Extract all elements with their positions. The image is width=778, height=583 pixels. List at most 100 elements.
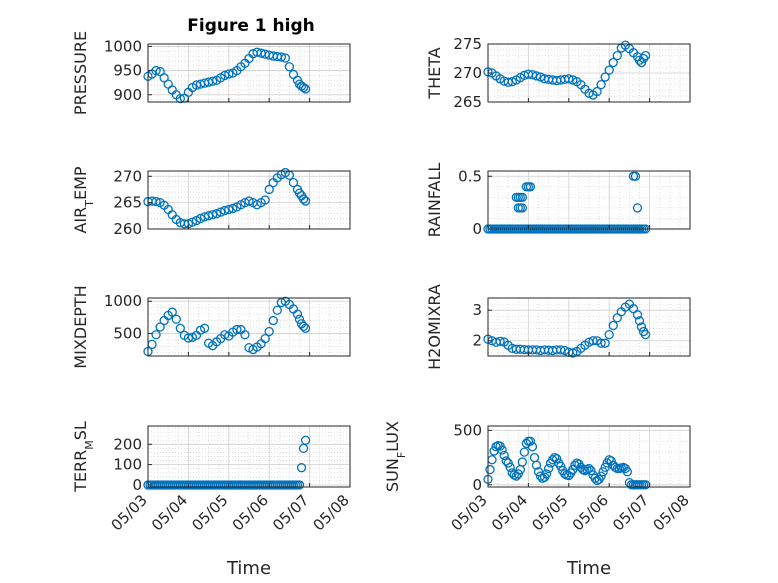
data-point (592, 86, 602, 97)
data-point (499, 450, 509, 461)
data-point (495, 336, 505, 346)
data-point (636, 322, 647, 332)
y-tick-label: 100 (113, 456, 142, 474)
data-point (630, 171, 641, 181)
axes-h2omixra: 2 3 H2OMIXRA (425, 284, 691, 370)
data-point (228, 203, 238, 214)
marks-pressure (143, 47, 311, 104)
data-point (586, 466, 596, 476)
axes-rainfall: 0 0.5 RAINFALL (425, 163, 691, 238)
x-tick-label: 05/07 (609, 491, 652, 534)
data-point (556, 461, 566, 471)
marks-mixdepth (143, 296, 311, 357)
data-point (505, 462, 515, 473)
data-point (294, 314, 305, 324)
data-point (552, 454, 562, 464)
data-point (517, 203, 527, 213)
data-point (606, 456, 616, 466)
data-point (497, 445, 507, 455)
data-point (640, 50, 651, 61)
data-point (171, 314, 181, 324)
data-point (175, 323, 185, 333)
data-point (220, 330, 230, 340)
x-tick-label: 05/07 (269, 491, 312, 534)
data-point (224, 69, 234, 79)
data-point (207, 76, 218, 86)
data-point (556, 345, 566, 355)
data-point (151, 196, 161, 207)
data-point (600, 72, 610, 82)
data-point (590, 473, 600, 483)
data-point (632, 203, 643, 213)
data-point (151, 330, 161, 340)
data-point (608, 57, 618, 68)
y-tick-label: 950 (113, 62, 142, 80)
data-point (608, 320, 618, 331)
data-point (288, 177, 299, 188)
data-point (525, 182, 536, 192)
data-point (207, 210, 218, 220)
data-point (531, 71, 542, 81)
data-point (167, 307, 177, 317)
data-point (517, 192, 527, 203)
y-tick-label: 0 (472, 220, 482, 238)
y-tick-label: 265 (113, 194, 142, 212)
data-point (272, 305, 282, 315)
data-point (260, 333, 270, 344)
data-point (183, 333, 194, 343)
y-tick-label: 0.5 (458, 167, 482, 185)
data-point (296, 463, 307, 473)
data-point (564, 74, 574, 84)
y-tick-label: 260 (113, 220, 142, 238)
ylabel-h2omixra: H2OMIXRA (425, 284, 444, 370)
data-point (298, 194, 309, 204)
y-tick-label: 3 (472, 301, 482, 319)
data-point (264, 326, 274, 337)
data-point (300, 323, 311, 333)
data-point (511, 471, 521, 481)
data-point (541, 469, 552, 479)
data-point (298, 321, 309, 332)
y-tick-label: 500 (453, 421, 482, 439)
data-point (232, 324, 242, 335)
x-tick-label: 05/08 (310, 491, 353, 534)
y-tick-label: 270 (113, 167, 142, 185)
marks-theta (483, 40, 651, 100)
y-tick-label: 1000 (104, 292, 142, 310)
data-point (612, 50, 622, 61)
x-tick-label: 05/05 (188, 491, 231, 534)
y-tick-label: 900 (113, 86, 142, 104)
y-tick-label: 200 (113, 435, 142, 453)
data-point (517, 457, 527, 467)
data-point (294, 480, 305, 490)
y-tick-label: 2 (472, 332, 482, 350)
data-point (195, 213, 206, 224)
ylabel-mixdepth: MIXDEPTH (71, 285, 90, 368)
ylabel-air-temp: AIRTEMP (71, 166, 96, 233)
data-point (212, 209, 222, 219)
data-point (260, 195, 270, 205)
xlabel-time-left: Time (226, 558, 271, 579)
data-point (151, 65, 161, 76)
axes-air-temp: 260 265 270 AIRTEMP (71, 166, 351, 238)
data-point (288, 69, 299, 80)
axes-pressure: 900 950 1000 PRESSURE (71, 31, 351, 115)
axes-terr-msl-frame (147, 425, 351, 488)
ylabel-terr-msl: TERRMSL (71, 421, 96, 493)
data-point (300, 84, 311, 94)
ylabel-pressure: PRESSURE (71, 31, 90, 115)
data-point (220, 70, 230, 81)
data-point (284, 62, 295, 72)
figure-title: Figure 1 high (187, 16, 315, 36)
axes-mixdepth-frame (147, 297, 351, 357)
data-point (175, 93, 185, 104)
xlabel-time-right: Time (566, 558, 611, 579)
ylabel-theta: THETA (425, 47, 444, 99)
data-point (224, 204, 234, 215)
data-point (276, 52, 286, 62)
data-point (240, 330, 250, 340)
data-point (298, 82, 309, 93)
